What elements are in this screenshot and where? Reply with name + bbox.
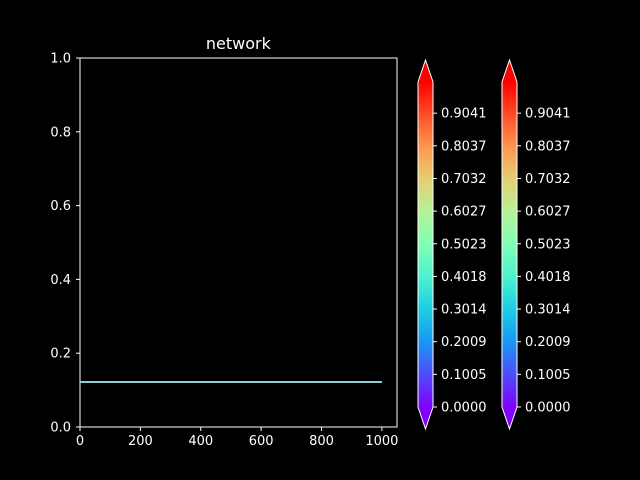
colorbar-tick-label: 0.4018 bbox=[441, 270, 487, 285]
colorbar-extend-max bbox=[502, 60, 517, 82]
colorbar-tick-label: 0.8037 bbox=[441, 139, 487, 154]
colorbar-tick-label: 0.7032 bbox=[441, 172, 487, 187]
colorbar-tick-label: 0.8037 bbox=[525, 139, 571, 154]
colorbar-right: 0.0000 0.1005 0.2009 0.3014 0.4018 0.5023 0.60… bbox=[501, 58, 571, 431]
colorbar-left: 0.0000 0.1005 0.2009 0.3014 0.4018 0.5023 0.60… bbox=[417, 58, 487, 431]
colorbar-tick-label: 0.0000 bbox=[441, 401, 487, 416]
colorbar-tick-label: 0.6027 bbox=[441, 205, 487, 220]
colorbar-tick-label: 0.6027 bbox=[525, 205, 571, 220]
y-tick-label: 0.2 bbox=[50, 347, 71, 362]
axes-frame bbox=[79, 57, 398, 428]
x-tick-label: 800 bbox=[309, 434, 334, 449]
x-tick-label: 200 bbox=[128, 434, 153, 449]
colorbar-tick-label: 0.7032 bbox=[525, 172, 571, 187]
y-axis: 0.0 0.2 0.4 0.6 0.8 1.0 bbox=[50, 52, 80, 436]
colorbar-extend-min bbox=[502, 407, 517, 429]
colorbar-tick-label: 0.1005 bbox=[525, 368, 571, 383]
colorbar-tick-label: 0.5023 bbox=[441, 237, 487, 252]
colorbar-tick-label: 0.0000 bbox=[525, 401, 571, 416]
colorbar-tick-label: 0.1005 bbox=[441, 368, 487, 383]
colorbar-extend-min bbox=[418, 407, 433, 429]
x-tick-label: 400 bbox=[188, 434, 213, 449]
colorbar-tick-label: 0.2009 bbox=[525, 335, 571, 350]
colorbar-tick-label: 0.3014 bbox=[525, 303, 571, 318]
colorbar-tick-label: 0.4018 bbox=[525, 270, 571, 285]
x-tick-label: 1000 bbox=[365, 434, 398, 449]
colorbar-extend-max bbox=[418, 60, 433, 82]
plot-area: 0 200 400 600 800 1000 0.0 0.2 0.4 0.6 0.8 1.0 bbox=[50, 52, 398, 450]
colorbar-gradient bbox=[418, 82, 433, 407]
colorbar-tick-label: 0.3014 bbox=[441, 303, 487, 318]
x-axis: 0 200 400 600 800 1000 bbox=[76, 427, 398, 449]
colorbar-tick-label: 0.5023 bbox=[525, 237, 571, 252]
chart-title: network bbox=[206, 34, 272, 53]
colorbar-gradient bbox=[502, 82, 517, 407]
x-tick-label: 0 bbox=[76, 434, 84, 449]
colorbar-tick-label: 0.9041 bbox=[441, 107, 487, 122]
y-tick-label: 0.8 bbox=[50, 125, 71, 140]
x-tick-label: 600 bbox=[249, 434, 274, 449]
colorbar-tick-label: 0.2009 bbox=[441, 335, 487, 350]
y-tick-label: 0.6 bbox=[50, 199, 71, 214]
colorbar-tick-label: 0.9041 bbox=[525, 107, 571, 122]
y-tick-label: 1.0 bbox=[50, 52, 71, 67]
y-tick-label: 0.4 bbox=[50, 273, 71, 288]
y-tick-label: 0.0 bbox=[50, 421, 71, 436]
